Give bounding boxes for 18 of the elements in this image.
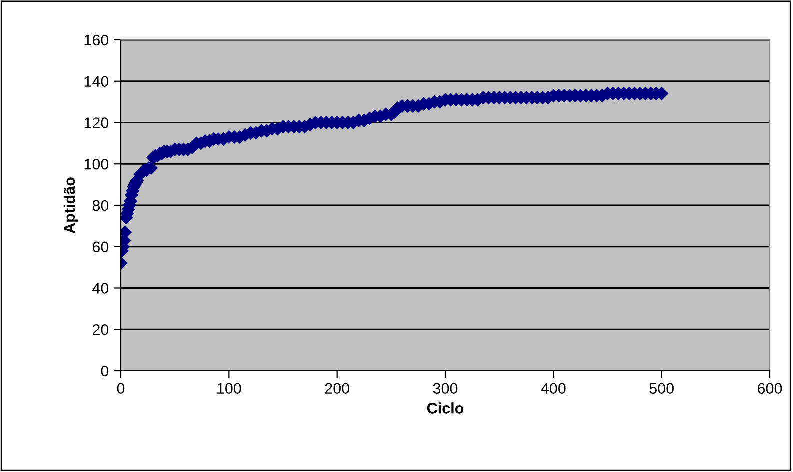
y-tick-label: 140 (84, 76, 109, 88)
y-tick-label: 40 (92, 283, 109, 294)
x-tick-label: 600 (758, 383, 782, 394)
x-tick-label: 400 (541, 383, 566, 394)
x-tick-label: 200 (325, 383, 350, 394)
x-tick-label: 100 (218, 383, 242, 394)
x-axis-title: Ciclo (427, 402, 464, 414)
y-tick-label: 20 (92, 324, 109, 336)
y-tick-label: 160 (84, 34, 109, 46)
y-tick-label: 60 (92, 242, 109, 253)
x-tick-label: 0 (117, 383, 125, 394)
y-tick-label: 100 (84, 158, 109, 170)
y-tick-label: 120 (84, 118, 109, 128)
y-tick-label: 0 (101, 366, 109, 377)
y-axis-title: Aptidão (64, 178, 78, 234)
x-tick-label: 300 (433, 383, 458, 394)
y-tick-label: 80 (92, 200, 109, 212)
x-tick-label: 500 (650, 383, 674, 394)
